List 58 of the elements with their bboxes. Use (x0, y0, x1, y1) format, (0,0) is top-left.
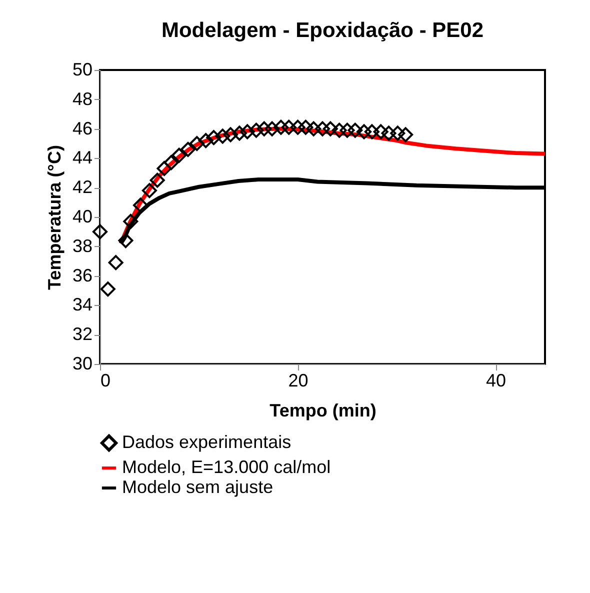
y-tick-label: 38 (72, 236, 92, 256)
point (322, 121, 338, 136)
point (264, 121, 280, 136)
y-tick-label: 34 (72, 294, 92, 315)
x-tick-label: 40 (486, 370, 506, 390)
y-tick-label: 30 (72, 354, 92, 374)
point (142, 183, 157, 198)
point (314, 121, 330, 136)
point (215, 128, 230, 144)
point (156, 160, 172, 176)
y-tick-label: 46 (72, 118, 92, 138)
y-tick-label: 42 (72, 177, 92, 198)
point (92, 224, 108, 240)
point (398, 127, 414, 142)
x-tick-label: 0 (100, 370, 111, 390)
chart-title: Modelagem - Epoxidação - PE02 (161, 19, 484, 42)
point (248, 122, 264, 138)
point (332, 122, 347, 138)
point (164, 155, 179, 170)
legend-label: Modelo sem ajuste (122, 477, 274, 497)
legend-label: Modelo, E=13.000 cal/mol (122, 457, 331, 477)
x-tick-label: 20 (288, 370, 308, 390)
point (189, 136, 204, 152)
x-axis-title: Tempo (min) (270, 400, 376, 420)
point (100, 282, 116, 297)
point (348, 122, 363, 138)
point (273, 120, 288, 135)
y-tick-label: 44 (72, 148, 92, 168)
point (298, 120, 314, 135)
point (118, 233, 134, 248)
point (150, 172, 165, 188)
point (232, 126, 247, 141)
point (256, 121, 272, 136)
y-tick-label: 48 (72, 88, 92, 109)
y-tick-label: 32 (72, 324, 92, 344)
point (356, 124, 372, 140)
point (240, 124, 255, 140)
point (306, 121, 322, 136)
point (364, 124, 380, 140)
point (373, 124, 388, 140)
point (180, 142, 196, 157)
point (123, 214, 138, 229)
y-tick-label: 40 (72, 206, 92, 226)
point (290, 120, 306, 135)
point (206, 130, 222, 146)
point (281, 120, 296, 135)
point (390, 126, 406, 141)
point (172, 148, 187, 163)
point (133, 198, 148, 213)
y-tick-label: 36 (72, 265, 92, 286)
point (340, 122, 355, 138)
y-axis-title: Temperatura (°C) (44, 145, 64, 290)
point (198, 133, 214, 148)
point (381, 126, 396, 141)
y-tick-label: 50 (72, 60, 92, 80)
point (223, 127, 238, 142)
point (108, 255, 124, 270)
legend-label: Dados experimentais (122, 432, 292, 452)
